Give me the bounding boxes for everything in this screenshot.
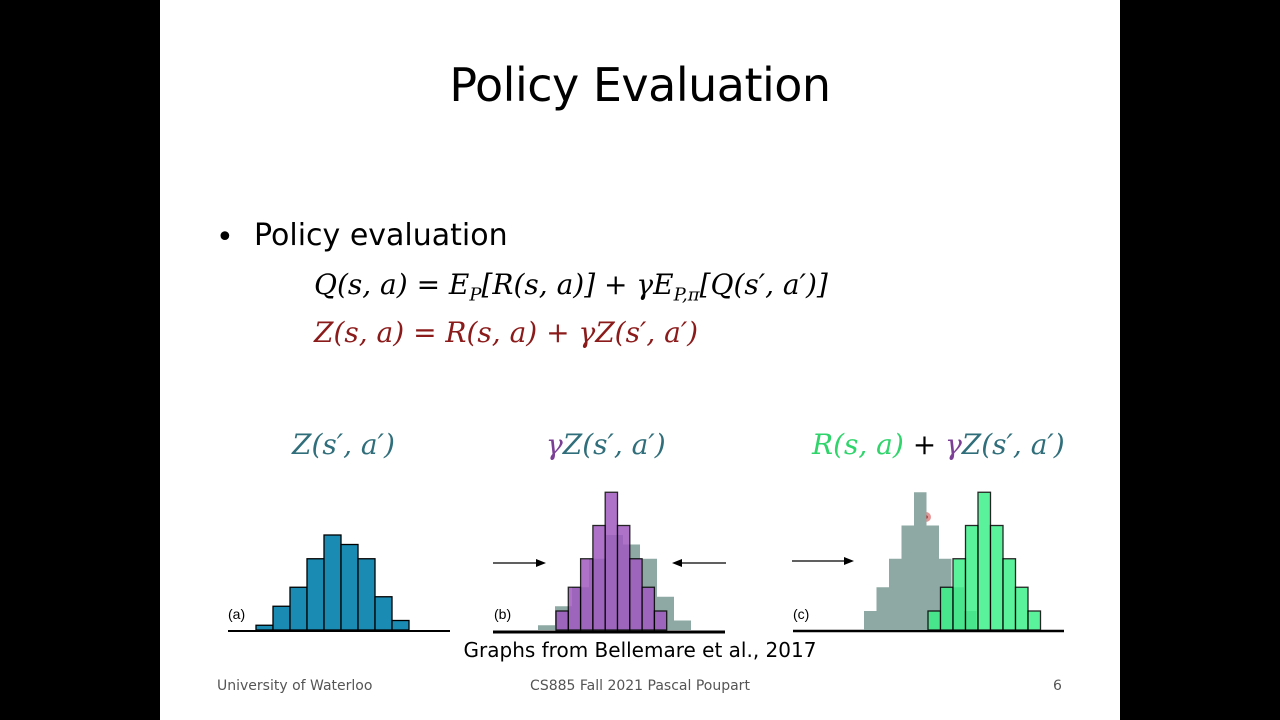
equation-q-mid: [R(s, a)] + γE (481, 268, 674, 301)
bar-c-bg-4 (914, 492, 927, 630)
bar-a-3 (306, 558, 325, 631)
bar-b-0 (555, 610, 569, 631)
bar-a-7 (374, 596, 393, 631)
footer-page-number: 6 (1053, 678, 1062, 694)
equation-q-sub2: P,π (673, 284, 700, 306)
arrow-right-icon (493, 559, 546, 567)
slide: Policy Evaluation • Policy evaluation Q(… (160, 0, 1120, 720)
panel-label-b: (b) (494, 606, 511, 622)
bar-a-4 (323, 534, 342, 631)
bullet-text: Policy evaluation (254, 218, 508, 253)
bar-c-bg-5 (926, 525, 939, 630)
bar-b-2 (579, 558, 594, 631)
bar-a-6 (357, 558, 376, 631)
bar-c-bg-2 (889, 558, 902, 630)
bar-b-1 (567, 586, 582, 631)
bullet-icon: • (216, 220, 234, 255)
bar-c-4 (977, 491, 992, 631)
bar-b-bg-8 (674, 620, 691, 630)
equation-q-sub1: P (469, 284, 482, 306)
bar-a-5 (340, 543, 359, 631)
distribution-histograms: (a) (b) (c) (228, 491, 1064, 634)
bar-b-4 (604, 491, 619, 631)
bar-b-3 (592, 524, 606, 631)
bar-c-3 (964, 524, 979, 631)
bar-c-bg-1 (876, 587, 889, 630)
bar-c-7 (1014, 586, 1029, 631)
figure-label-c-r: R(s, a) (812, 428, 904, 461)
figure-label-a: Z(s′, a′) (292, 428, 395, 461)
footer-institution: University of Waterloo (217, 678, 373, 694)
figure-label-c: R(s, a) + γZ(s′, a′) (812, 428, 1065, 461)
equation-q-rhs: [Q(s′, a′)] (699, 268, 828, 301)
bar-b-bg-0 (538, 625, 555, 630)
figure-label-c-z: Z(s′, a′) (961, 428, 1065, 461)
panel-label-a: (a) (228, 606, 245, 622)
panel-label-c: (c) (793, 606, 809, 622)
bar-b-8 (653, 610, 668, 631)
figure-label-b: γZ(s′, a′) (546, 428, 666, 461)
bar-b-7 (641, 586, 656, 631)
bar-c-1 (939, 586, 954, 631)
arrow-left-icon (672, 559, 726, 567)
bars-layer (255, 491, 1042, 631)
bar-a-0 (255, 624, 274, 631)
footer-course: CS885 Fall 2021 Pascal Poupart (530, 678, 750, 694)
bar-c-bg-3 (901, 525, 914, 630)
equation-z: Z(s, a) = R(s, a) + γZ(s′, a′) (314, 316, 699, 349)
figure-label-c-gamma: γ (945, 428, 962, 461)
bar-c-0 (927, 610, 942, 631)
bar-a-1 (272, 605, 291, 631)
figure-label-b-rest: Z(s′, a′) (562, 428, 666, 461)
bar-c-bg-0 (864, 611, 877, 630)
bar-a-8 (391, 619, 410, 631)
bar-c-6 (1002, 558, 1017, 631)
bar-a-2 (289, 586, 308, 631)
arrow-shift-icon (792, 557, 854, 565)
bar-b-6 (629, 558, 643, 631)
slide-title: Policy Evaluation (449, 58, 831, 112)
bar-b-5 (616, 524, 631, 631)
figure-caption: Graphs from Bellemare et al., 2017 (463, 638, 817, 662)
figure-label-b-gamma: γ (546, 428, 563, 461)
bar-c-2 (952, 558, 967, 631)
bar-c-5 (989, 524, 1004, 631)
equation-q: Q(s, a) = EP[R(s, a)] + γEP,π[Q(s′, a′)] (314, 268, 828, 306)
figure-label-c-plus: + (903, 428, 946, 461)
equation-q-lhs: Q(s, a) = E (314, 268, 470, 301)
bar-c-8 (1027, 610, 1042, 631)
